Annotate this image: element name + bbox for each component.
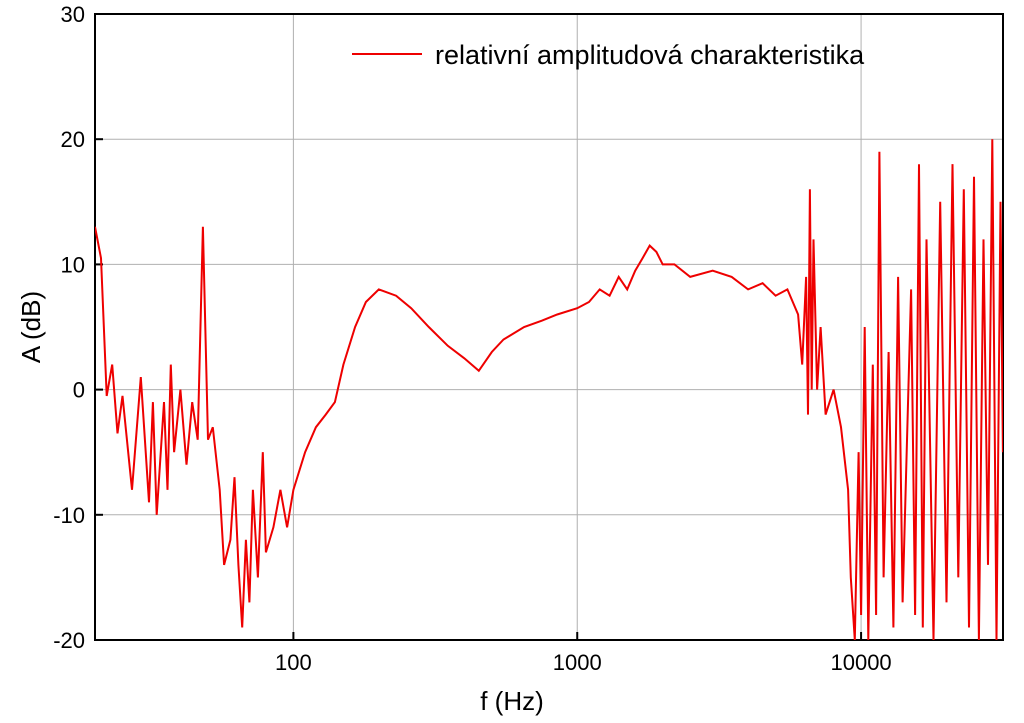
plot-frame [94,13,1004,641]
x-tick-label: 10000 [830,650,891,675]
y-tick-label: 20 [61,127,85,152]
y-axis-label: A (dB) [16,291,46,363]
x-tick-label: 100 [275,650,312,675]
x-axis-label: f (Hz) [480,686,544,716]
data-line [95,139,1003,640]
y-tick-label: -20 [53,628,85,653]
y-tick-label: 0 [73,378,85,403]
legend-label: relativní amplitudová charakteristika [435,40,865,70]
y-tick-label: -10 [53,503,85,528]
y-tick-label: 30 [61,2,85,27]
y-tick-label: 10 [61,252,85,277]
x-tick-label: 1000 [553,650,602,675]
